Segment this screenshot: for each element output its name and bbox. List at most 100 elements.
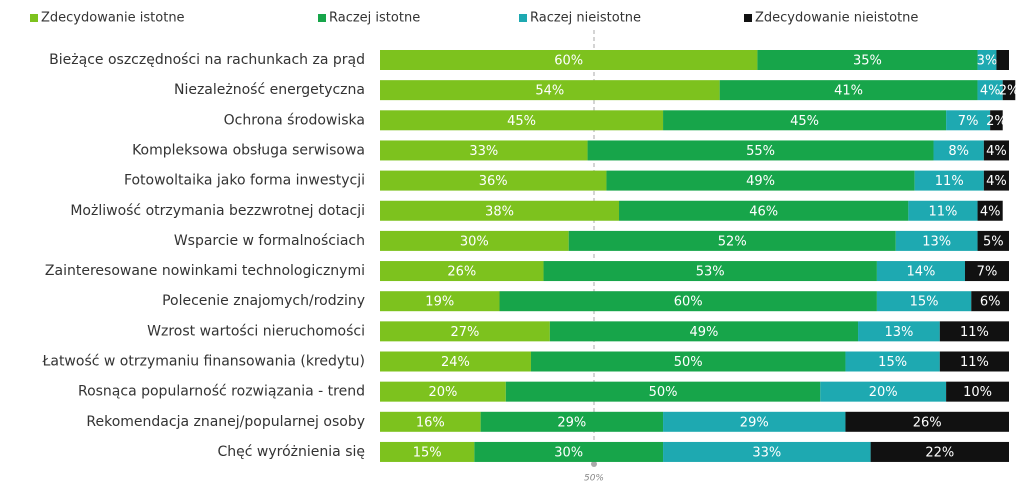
category-label: Łatwość w otrzymaniu finansowania (kredy… <box>42 354 366 370</box>
category-label: Chęć wyróżnienia się <box>218 444 365 460</box>
bar-segment <box>939 321 1009 342</box>
category-label: Fotowoltaika jako forma inwestycji <box>124 173 365 189</box>
bar-segment <box>939 351 1009 372</box>
value-label: 36% <box>479 174 508 189</box>
bar-segment <box>977 230 1009 251</box>
bar-segment <box>380 50 758 70</box>
bar-segment <box>946 110 991 131</box>
bar-segment <box>543 261 877 282</box>
value-label: 10% <box>963 385 992 400</box>
bar-segment <box>933 140 984 161</box>
bar-segment <box>719 80 978 101</box>
bar-segment <box>870 441 1009 462</box>
value-label: 20% <box>869 385 898 400</box>
bar-segment <box>505 381 821 402</box>
value-label: 13% <box>922 234 951 249</box>
bar-segment <box>820 381 947 402</box>
value-label: 11% <box>929 204 958 219</box>
value-label: 33% <box>752 445 781 460</box>
bar-segment <box>1002 80 1016 101</box>
value-label: 53% <box>696 265 725 280</box>
bar-segment <box>908 200 978 221</box>
value-label: 52% <box>718 234 747 249</box>
value-label: 19% <box>425 295 454 310</box>
value-label: 55% <box>746 144 775 159</box>
legend-label: Zdecydowanie istotne <box>41 11 185 26</box>
value-label: 54% <box>535 84 564 99</box>
value-label: 60% <box>554 54 583 69</box>
value-label: 26% <box>447 265 476 280</box>
value-label: 22% <box>925 445 954 460</box>
value-label: 4% <box>980 84 1001 99</box>
bar-segment <box>845 351 940 372</box>
bar-segment <box>895 230 978 251</box>
value-label: 35% <box>853 54 882 69</box>
bar-segment <box>530 351 846 372</box>
value-label: 15% <box>910 295 939 310</box>
value-label: 29% <box>740 415 769 430</box>
value-label: 13% <box>884 325 913 340</box>
bar-segment <box>876 261 965 282</box>
category-label: Możliwość otrzymania bezzwrotnej dotacji <box>70 203 365 219</box>
category-label: Niezależność energetyczna <box>174 82 365 98</box>
value-label: 16% <box>416 415 445 430</box>
value-label: 2% <box>999 84 1020 99</box>
value-label: 5% <box>983 234 1004 249</box>
bar-segment <box>663 110 947 131</box>
value-label: 4% <box>980 204 1001 219</box>
category-label: Ochrona środowiska <box>224 112 365 128</box>
category-label: Rosnąca popularność rozwiązania - trend <box>78 384 365 400</box>
bar-segment <box>914 170 984 191</box>
category-label: Wzrost wartości nieruchomości <box>147 323 365 339</box>
value-label: 11% <box>960 325 989 340</box>
bar-segment <box>380 351 531 372</box>
bar-segment <box>380 200 620 221</box>
value-label: 3% <box>977 54 998 69</box>
bar-segment <box>380 321 550 342</box>
value-label: 45% <box>790 114 819 129</box>
legend-label: Zdecydowanie nieistotne <box>755 11 918 26</box>
bar-segment <box>499 291 877 312</box>
bar-segment <box>380 230 569 251</box>
value-label: 46% <box>749 204 778 219</box>
value-label: 11% <box>960 355 989 370</box>
reference-dot <box>591 461 597 467</box>
bar-segment <box>587 140 934 161</box>
value-label: 2% <box>986 114 1007 129</box>
bar-segment <box>977 80 1003 101</box>
category-label: Rekomendacja znanej/popularnej osoby <box>86 414 365 430</box>
bar-segment <box>380 411 481 432</box>
value-label: 6% <box>980 295 1001 310</box>
value-label: 29% <box>557 415 586 430</box>
legend-swatch <box>318 14 326 22</box>
bar-segment <box>977 50 997 70</box>
value-label: 30% <box>554 445 583 460</box>
bar-segment <box>996 50 1009 70</box>
bar-segment <box>977 200 1003 221</box>
bar-segment <box>380 441 475 462</box>
bar-segment <box>549 321 859 342</box>
bar-segment <box>474 441 664 462</box>
value-label: 11% <box>935 174 964 189</box>
bar-segment <box>380 170 607 191</box>
value-label: 8% <box>948 144 969 159</box>
value-label: 38% <box>485 204 514 219</box>
annotation: 50% <box>584 474 604 484</box>
value-label: 24% <box>441 355 470 370</box>
value-label: 15% <box>413 445 442 460</box>
bar-segment <box>606 170 915 191</box>
value-label: 30% <box>460 234 489 249</box>
bar-segment <box>480 411 664 432</box>
legend-label: Raczej istotne <box>329 11 420 26</box>
legend-swatch <box>519 14 527 22</box>
plot: Zdecydowanie istotne Raczej istotne Raczej… <box>30 11 1019 462</box>
value-label: 50% <box>649 385 678 400</box>
value-label: 4% <box>986 144 1007 159</box>
bar-segment <box>380 80 720 101</box>
bar-segment <box>964 261 1009 282</box>
value-label: 27% <box>450 325 479 340</box>
bar-segment <box>380 291 500 312</box>
value-label: 20% <box>428 385 457 400</box>
bar-segment <box>380 140 588 161</box>
bar-segment <box>876 291 972 312</box>
